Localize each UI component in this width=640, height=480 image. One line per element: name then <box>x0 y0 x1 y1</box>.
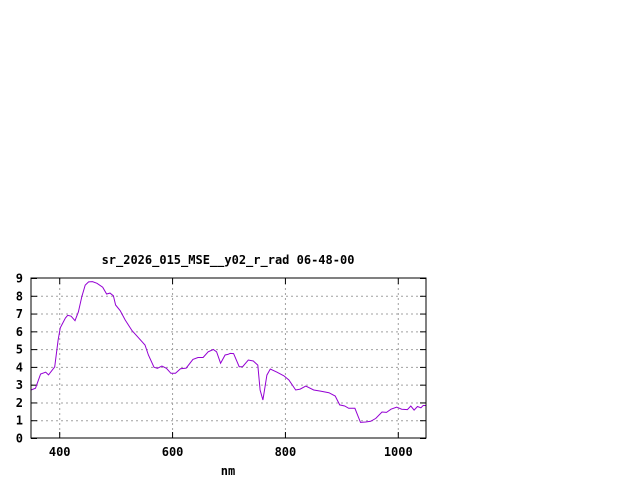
x-tick-label: 1000 <box>384 445 413 459</box>
y-tick-label: 8 <box>16 289 23 303</box>
ticks: 400 600 800 1000 0 1 2 3 4 5 6 7 8 9 <box>16 272 426 459</box>
grid <box>31 278 426 438</box>
y-tick-label: 9 <box>16 272 23 286</box>
y-tick-label: 1 <box>16 414 23 428</box>
y-tick-label: 7 <box>16 307 23 321</box>
x-axis-label: nm <box>221 464 235 478</box>
series-line <box>30 281 426 423</box>
y-tick-label: 4 <box>16 360 23 374</box>
y-tick-label: 2 <box>16 396 23 410</box>
x-tick-label: 800 <box>275 445 297 459</box>
chart-title: sr_2026_015_MSE__y02_r_rad 06-48-00 <box>102 253 355 268</box>
y-tick-label: 0 <box>16 432 23 446</box>
x-tick-label: 400 <box>49 445 71 459</box>
y-tick-label: 6 <box>16 325 23 339</box>
x-tick-label: 600 <box>162 445 184 459</box>
plot-border <box>30 277 427 439</box>
y-tick-label: 3 <box>16 378 23 392</box>
y-tick-label: 5 <box>16 343 23 357</box>
